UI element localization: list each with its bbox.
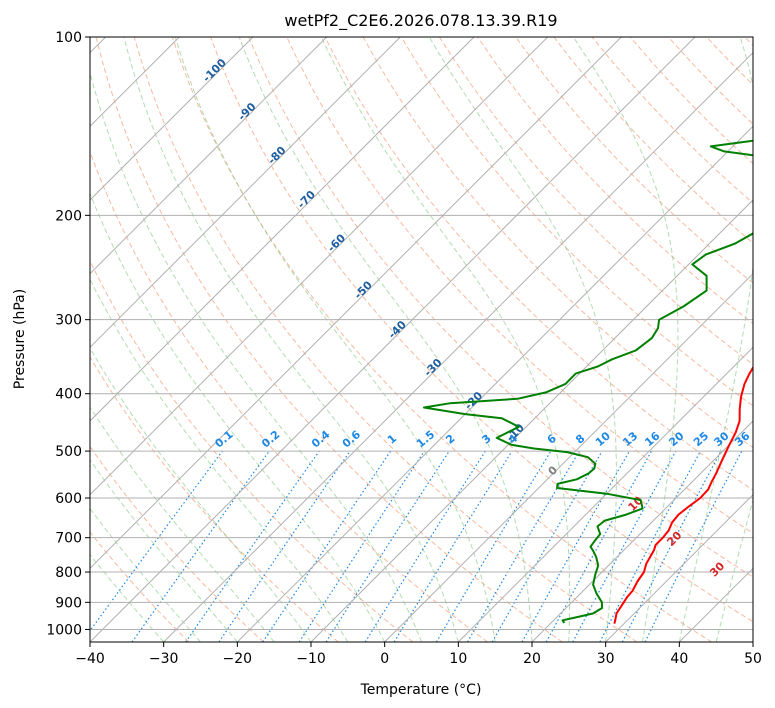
y-tick-label: 800	[55, 565, 82, 581]
y-tick-label: 100	[55, 30, 82, 46]
isotherm-line	[90, 37, 328, 275]
mixing-ratio-line	[90, 450, 223, 632]
dry-adiabat-line	[248, 37, 753, 578]
isotherm-line	[457, 346, 753, 642]
isotherm-line	[90, 37, 475, 422]
moist-adiabat-line	[90, 192, 386, 642]
moist-adiabat-line	[238, 37, 533, 642]
x-axis-label: Temperature (°C)	[360, 682, 482, 698]
moist-adiabat-line	[90, 278, 349, 642]
mixing-ratio-line	[185, 450, 320, 642]
isotherm-line	[90, 37, 696, 642]
dewpoint-profile-line	[423, 139, 753, 624]
chart-title: wetPf2_C2E6.2026.078.13.39.R19	[284, 11, 557, 31]
dry-adiabat-line	[400, 37, 753, 407]
y-tick-label: 900	[55, 595, 82, 611]
dry-adiabat-line	[90, 445, 264, 642]
dry-adiabat-line	[133, 37, 638, 642]
x-tick-label: −20	[223, 651, 253, 667]
isotherm-line	[163, 51, 753, 642]
dry-adiabat-label: 40	[754, 587, 774, 607]
plot-frame	[89, 36, 754, 643]
y-tick-label: 200	[55, 208, 82, 224]
mixing-ratio-line	[298, 450, 425, 642]
background-lines	[90, 37, 753, 642]
dry-adiabat-line	[90, 150, 488, 642]
x-tick-label: 30	[597, 651, 615, 667]
y-axis-label: Pressure (hPa)	[12, 289, 28, 389]
mixing-ratio-line	[572, 450, 677, 642]
y-tick-label: 400	[55, 387, 82, 403]
moist-adiabat-line	[572, 37, 679, 642]
moist-adiabat-line	[715, 497, 753, 642]
dry-adiabat-line	[438, 37, 753, 366]
moist-adiabat-line	[320, 37, 571, 642]
isotherm-line	[605, 493, 753, 642]
moist-adiabat-line	[174, 37, 496, 642]
mixing-ratio-line	[218, 450, 351, 642]
plot-background	[90, 37, 753, 642]
isotherm-line	[752, 641, 753, 642]
y-tick-label: 600	[55, 491, 82, 507]
moist-adiabat-line	[428, 37, 617, 642]
dry-adiabat-line	[210, 37, 753, 623]
y-tick-label: 500	[55, 444, 82, 460]
x-tick-label: 20	[523, 651, 541, 667]
mixing-ratio-line	[393, 450, 513, 642]
dry-adiabat-line	[90, 531, 190, 642]
moist-adiabat-line	[678, 37, 753, 642]
y-axis: 100 200 300 400 500 600 700 800 900 1000	[46, 30, 90, 638]
mixing-ratio-line	[325, 450, 450, 642]
mixing-ratio-line	[545, 450, 653, 642]
dry-adiabat-line	[324, 37, 753, 491]
x-tick-label: 10	[449, 651, 467, 667]
mixing-ratio-line	[131, 450, 270, 642]
mixing-ratio-line	[644, 450, 743, 642]
isotherm-line	[90, 37, 401, 349]
isotherm-line	[90, 37, 549, 496]
x-tick-label: −40	[75, 651, 105, 667]
x-axis: −40 −30 −20 −10 0 10 20 30 40 50	[75, 642, 762, 667]
moist-adiabat-line	[90, 406, 275, 642]
dry-adiabat-line	[95, 37, 563, 642]
isotherm-line	[531, 420, 753, 642]
x-tick-label: 0	[380, 651, 389, 667]
isotherm-line	[90, 37, 254, 201]
x-tick-label: −30	[149, 651, 179, 667]
moist-adiabat-line	[123, 37, 459, 642]
isotherm-line	[236, 125, 753, 642]
isotherm-line	[384, 272, 753, 642]
isotherm-line	[310, 199, 753, 642]
sounding-series	[423, 139, 753, 624]
dry-adiabat-line	[171, 37, 712, 642]
isotherm-line	[90, 37, 622, 570]
x-tick-label: −10	[296, 651, 326, 667]
x-tick-label: 50	[744, 651, 762, 667]
x-tick-label: 40	[670, 651, 688, 667]
dry-adiabat-line	[515, 37, 753, 284]
y-tick-label: 300	[55, 313, 82, 329]
y-tick-label: 1000	[46, 622, 82, 638]
grid-lines	[90, 37, 753, 642]
dry-adiabat-line	[90, 356, 339, 642]
mixing-ratio-line	[262, 450, 392, 642]
y-tick-label: 700	[55, 531, 82, 547]
moist-adiabat-line	[90, 459, 238, 642]
temperature-profile-line	[613, 365, 753, 624]
